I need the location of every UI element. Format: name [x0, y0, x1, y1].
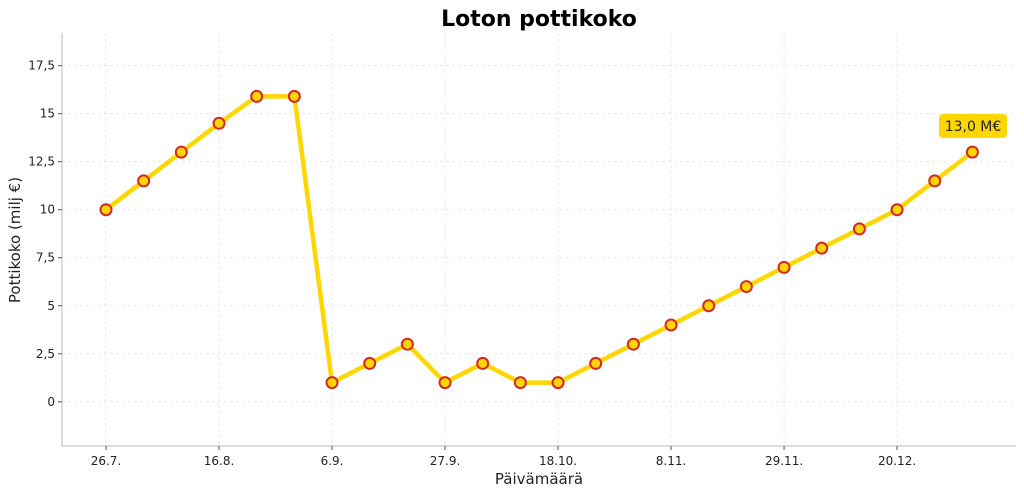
y-tick-label: 17,5 [28, 59, 55, 73]
data-point [890, 203, 904, 217]
data-point [137, 174, 151, 188]
data-point [928, 174, 942, 188]
data-point [664, 318, 678, 332]
data-point [325, 376, 339, 390]
data-point [852, 222, 866, 236]
series-group [99, 89, 979, 390]
x-tick-label: 27.9. [430, 454, 461, 468]
y-tick-label: 12,5 [28, 155, 55, 169]
annotation: 13,0 M€ [939, 114, 1007, 138]
data-point [363, 356, 377, 370]
data-point [174, 145, 188, 159]
y-tick-label: 15 [40, 107, 55, 121]
data-point [626, 337, 640, 351]
x-ticks: 26.7. 16.8. 6.9. 27.9. 18.10. 8.11. 29.11. 20.1… [91, 446, 916, 468]
series-line [103, 94, 975, 385]
data-point [513, 376, 527, 390]
data-point [702, 299, 716, 313]
chart-title: Loton pottikoko [441, 7, 637, 32]
y-tick-label: 10 [40, 203, 55, 217]
annotation-text: 13,0 M€ [945, 119, 1002, 135]
y-tick-label: 0 [47, 395, 55, 409]
data-point [777, 260, 791, 274]
y-tick-label: 7,5 [36, 251, 55, 265]
data-point [212, 116, 226, 130]
x-tick-label: 16.8. [204, 454, 235, 468]
x-tick-label: 18.10. [539, 454, 577, 468]
data-point [589, 356, 603, 370]
x-tick-label: 6.9. [321, 454, 344, 468]
data-point [815, 241, 829, 255]
data-point [438, 376, 452, 390]
y-axis-label: Pottikoko (milj €) [6, 177, 24, 303]
x-tick-label: 29.11. [765, 454, 803, 468]
data-point [965, 145, 979, 159]
data-point [551, 376, 565, 390]
y-tick-label: 2,5 [36, 347, 55, 361]
y-tick-label: 5 [47, 299, 55, 313]
data-point [287, 89, 301, 103]
data-point [250, 89, 264, 103]
data-point [400, 337, 414, 351]
x-tick-label: 26.7. [91, 454, 122, 468]
data-point [99, 203, 113, 217]
x-tick-label: 20.12. [878, 454, 916, 468]
annotation-badge [939, 114, 1007, 138]
x-axis-label: Päivämäärä [495, 470, 583, 488]
x-tick-label: 8.11. [656, 454, 687, 468]
data-point [476, 356, 490, 370]
y-ticks: 0 2,5 5 7,5 10 12,5 15 17,5 [28, 59, 62, 409]
data-point [739, 280, 753, 294]
